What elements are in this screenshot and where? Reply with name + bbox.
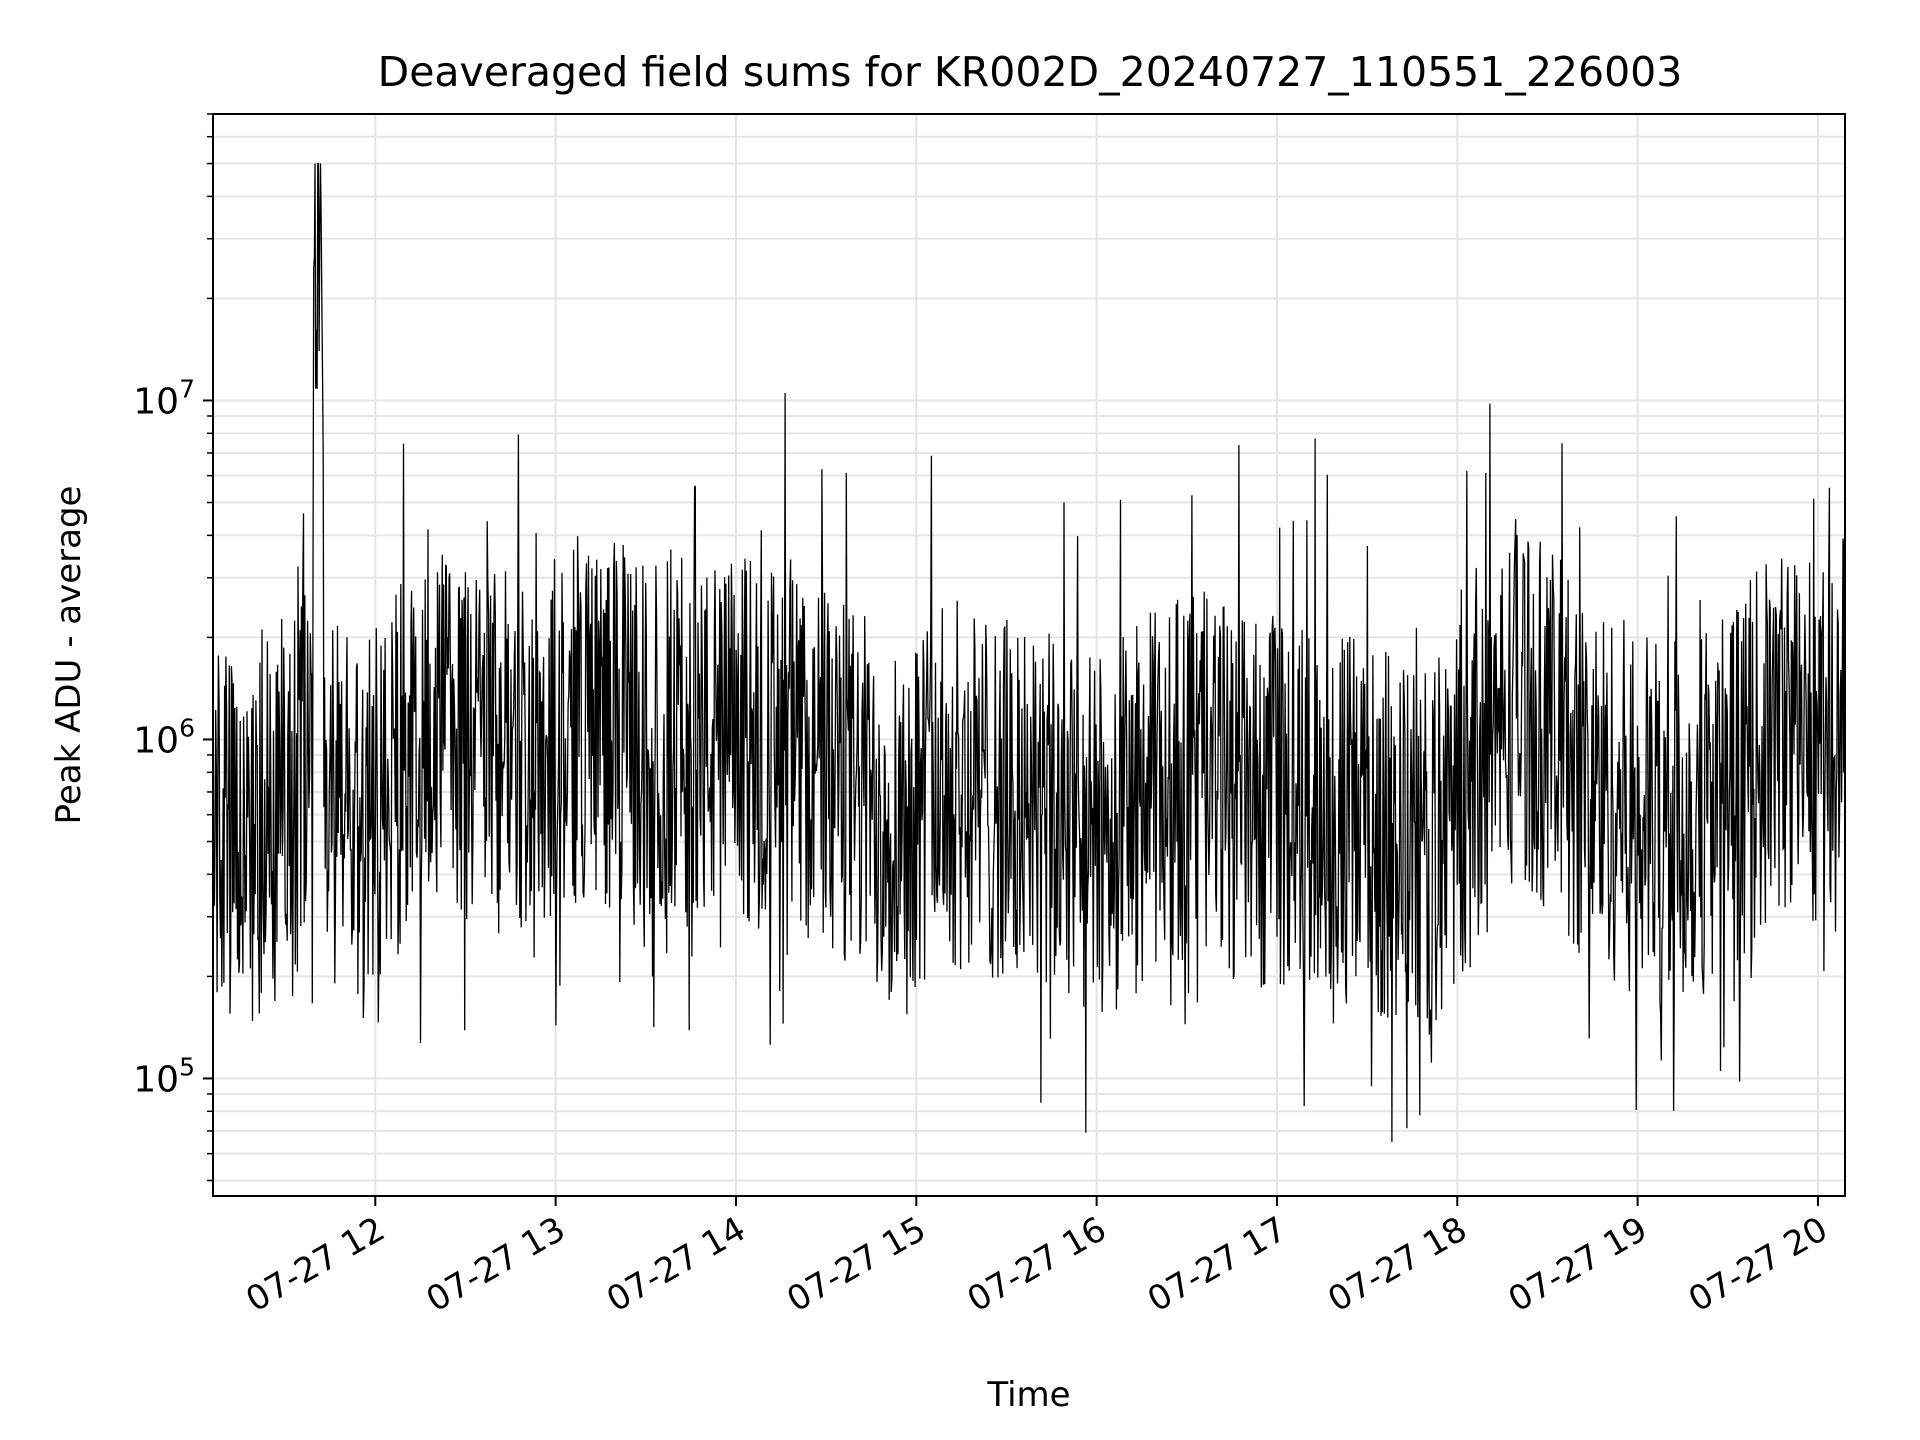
y-axis: 105 106 107	[133, 113, 213, 1182]
y-tick-label: 106	[133, 713, 195, 761]
plot-frame	[212, 113, 1846, 1197]
y-tick-label: 107	[133, 374, 195, 422]
series-line	[212, 162, 1846, 1143]
chart-title: Deaveraged field sums for KR002D_2024072…	[378, 48, 1683, 96]
series-group	[212, 162, 1846, 1143]
y-tick-label: 105	[133, 1052, 195, 1100]
y-axis-label: Peak ADU - average	[49, 486, 89, 825]
x-axis-label: Time	[986, 1375, 1070, 1415]
